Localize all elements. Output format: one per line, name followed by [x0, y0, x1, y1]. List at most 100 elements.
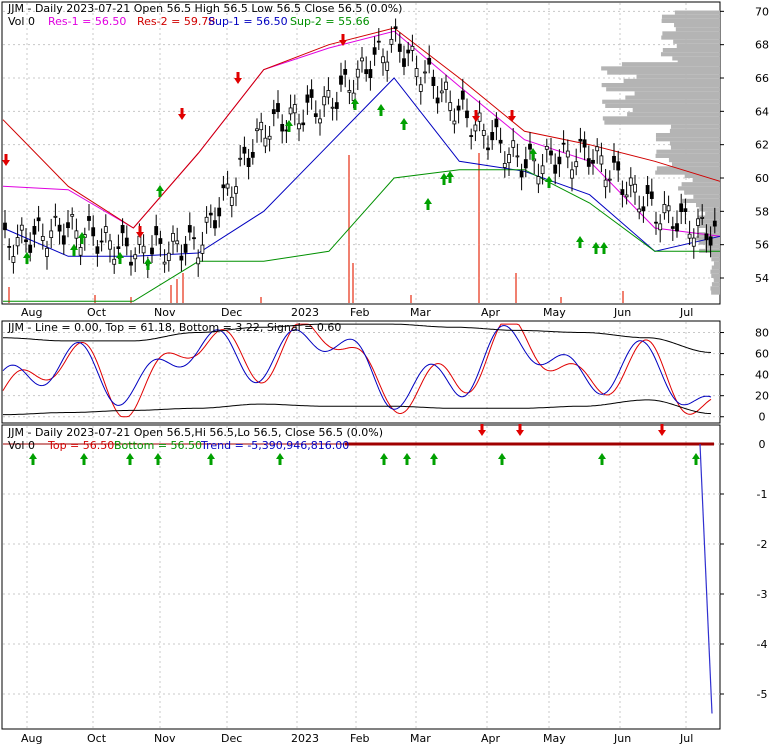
volume-profile-bar [668, 158, 720, 163]
candle-body [171, 233, 175, 242]
candle-body [687, 233, 692, 239]
volume-profile-bar [674, 10, 720, 15]
volume-profile-bar [696, 219, 720, 224]
candle-body [368, 69, 373, 79]
candle-body [658, 223, 663, 231]
candle-body [158, 238, 163, 244]
y-tick-label: -4 [757, 638, 768, 651]
candle-body [414, 68, 419, 78]
candle-body [87, 216, 91, 221]
candle-body [309, 89, 314, 98]
candle-body [683, 208, 688, 212]
oscillator-panel-title: JJM - Line = 0.00, Top = 61.18, Bottom =… [7, 321, 341, 334]
x-tick-label-bottom: Jul [679, 732, 693, 745]
candle-body [607, 178, 612, 181]
candle-body [393, 26, 398, 29]
y-tick-label: 0 [759, 438, 766, 451]
candle-body [385, 61, 390, 71]
buy-arrow [446, 171, 454, 183]
volume-bar [352, 263, 354, 303]
candle-body [40, 236, 45, 241]
candle-body [36, 217, 41, 222]
y-tick-label: 40 [755, 369, 769, 382]
volume-profile-bar [669, 128, 720, 133]
volume-bar [560, 297, 562, 303]
candle-body [402, 58, 406, 67]
buy-arrow [116, 252, 124, 264]
candle-body [557, 156, 562, 165]
volume-profile-bar [711, 290, 720, 295]
candle-body [95, 246, 100, 254]
oscillator-lines [2, 323, 712, 418]
candle-body [565, 150, 570, 158]
y-axis-ticks: 70 68 66 64 62 60 58 56 54 80 60 40 20 0 0 -1 -2 -3 -4 -5 [720, 5, 769, 701]
candle-body [666, 205, 671, 212]
candle-body [267, 135, 272, 140]
volume-profile-bar [625, 95, 720, 100]
y-tick-label: 62 [755, 139, 769, 152]
candle-body [423, 71, 427, 74]
volume-bar [176, 279, 178, 303]
candle-body [19, 224, 24, 231]
volume-profile-bar [606, 87, 720, 92]
buy-arrow [400, 118, 408, 130]
candle-body [570, 169, 574, 179]
candle-body [704, 233, 709, 241]
candle-body [515, 155, 520, 158]
candle-body [330, 106, 335, 109]
candle-body [284, 129, 289, 132]
volume-profile-bar [655, 133, 720, 138]
candle-body [465, 110, 469, 119]
volume-profile-bar [710, 269, 720, 274]
buy-arrow [285, 120, 293, 132]
volume-profile-bar [621, 62, 720, 67]
y-tick-label: 66 [755, 72, 769, 85]
x-tick-label-bottom: Nov [154, 732, 176, 745]
buy-arrow [80, 453, 88, 465]
volume-profile-bar [681, 182, 720, 187]
candle-body [339, 75, 343, 85]
sell-arrow [339, 34, 347, 46]
y-tick-label: 58 [755, 205, 769, 218]
volume-profile-bar [632, 108, 720, 113]
buy-arrow [430, 453, 438, 465]
volume-profile-bar [678, 186, 720, 191]
x-axis-ticks: Aug Aug Oct Oct Nov Nov Dec Dec 2023 2023 Feb Feb Ma… [21, 306, 693, 745]
volume-profile-bar [602, 116, 720, 121]
candle-body [616, 161, 621, 171]
candle-body [578, 138, 583, 142]
candle-body [133, 254, 138, 260]
candle-body [637, 208, 642, 213]
y-tick-label: 60 [755, 172, 769, 185]
volume-profile-bar [660, 52, 720, 57]
volume-bar [130, 297, 132, 303]
sell-arrow [178, 108, 186, 120]
candle-body [175, 240, 180, 245]
oscillator-line-bottom [3, 399, 712, 416]
volume-profile [601, 10, 720, 295]
volume-profile-bar [605, 103, 720, 108]
trend-label: Trend = -5,390,946,816.00 [200, 439, 349, 452]
y-tick-label: -3 [757, 588, 768, 601]
volume-profile-bar [661, 14, 720, 19]
candle-body [217, 207, 222, 217]
price-candles [3, 18, 717, 279]
x-tick-label: Jun [613, 306, 631, 319]
sup1-label: Sup-1 = 56.50 [208, 15, 288, 28]
candle-body [326, 90, 331, 98]
candle-body [523, 159, 528, 169]
grid-lines [3, 3, 720, 728]
volume-bar [94, 295, 96, 303]
volume-profile-bar [655, 153, 720, 158]
sell-arrow [508, 110, 516, 122]
sell-arrow [658, 424, 666, 436]
volume-profile-bar [698, 232, 720, 237]
candle-body [511, 140, 516, 148]
candle-body [490, 132, 495, 141]
candle-body [675, 223, 679, 232]
sell-arrow [2, 154, 10, 166]
candle-body [259, 121, 264, 131]
volume-profile-bar [713, 278, 720, 283]
candle-body [389, 38, 394, 45]
candle-body [141, 245, 146, 254]
